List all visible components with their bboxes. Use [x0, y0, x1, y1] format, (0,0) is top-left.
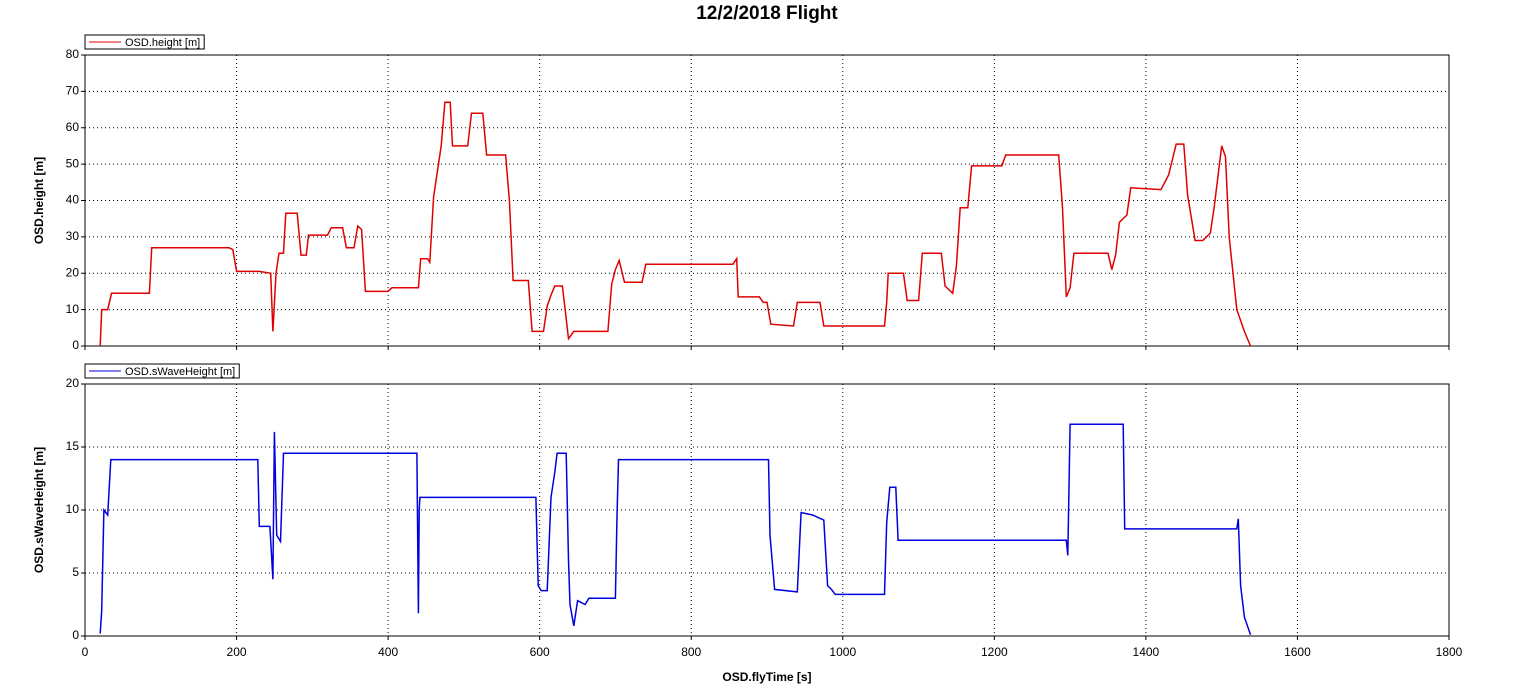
y-tick-label: 60 — [66, 120, 80, 134]
x-tick-label: 200 — [227, 645, 247, 659]
x-tick-label: 0 — [82, 645, 89, 659]
series-line — [99, 101, 1252, 347]
x-tick-label: 1400 — [1133, 645, 1160, 659]
y-tick-label: 10 — [66, 302, 80, 316]
x-axis-label: OSD.flyTime [s] — [722, 670, 811, 684]
x-tick-label: 400 — [378, 645, 398, 659]
x-tick-label: 800 — [681, 645, 701, 659]
y-tick-label: 40 — [66, 193, 80, 207]
y-axis-label: OSD.sWaveHeight [m] — [32, 447, 46, 573]
legend-label: OSD.height [m] — [125, 37, 200, 49]
y-tick-label: 5 — [72, 565, 79, 579]
y-tick-label: 50 — [66, 156, 80, 170]
y-tick-label: 30 — [66, 229, 80, 243]
x-tick-label: 600 — [530, 645, 550, 659]
x-tick-label: 1800 — [1436, 645, 1463, 659]
y-tick-label: 20 — [66, 265, 80, 279]
x-tick-label: 1200 — [981, 645, 1008, 659]
legend-box — [84, 34, 205, 50]
y-tick-label: 20 — [66, 376, 80, 390]
plot-frame — [84, 54, 1450, 347]
plot-frame — [84, 383, 1450, 637]
legend-box — [84, 363, 240, 379]
y-tick-label: 10 — [66, 502, 80, 516]
chart-title: 12/2/2018 Flight — [696, 3, 838, 24]
y-axis-label: OSD.height [m] — [32, 157, 46, 244]
y-tick-label: 70 — [66, 84, 80, 98]
y-tick-label: 0 — [72, 338, 79, 352]
x-tick-label: 1600 — [1284, 645, 1311, 659]
y-tick-label: 15 — [66, 439, 80, 453]
legend-label: OSD.sWaveHeight [m] — [125, 366, 235, 378]
y-tick-label: 0 — [72, 628, 79, 642]
series-line — [99, 423, 1252, 635]
x-tick-label: 1000 — [829, 645, 856, 659]
y-tick-label: 80 — [66, 47, 80, 61]
